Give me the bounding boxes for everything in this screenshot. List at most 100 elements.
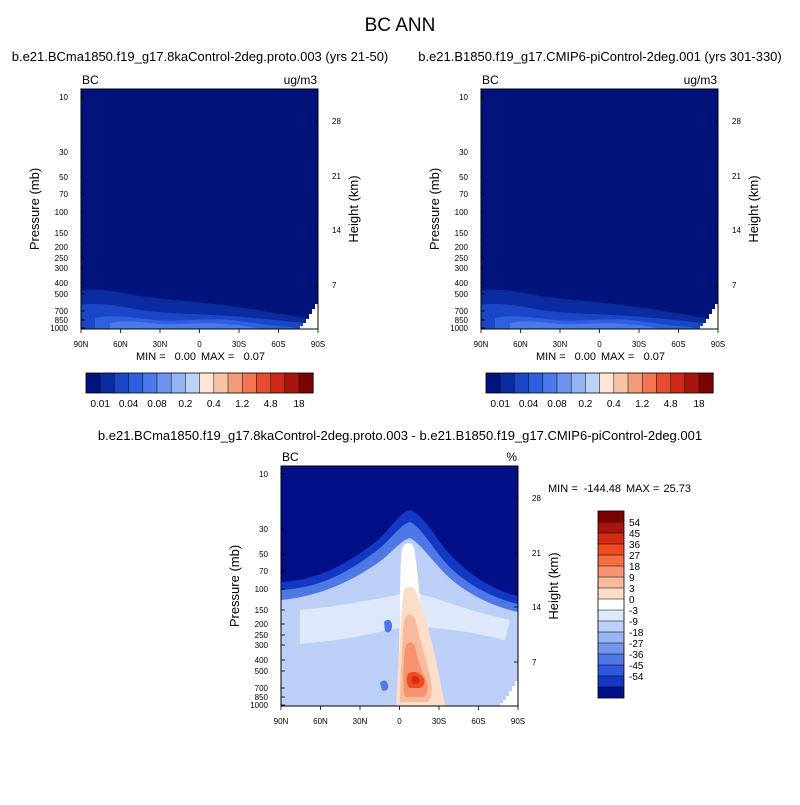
height-tick-label: 28 xyxy=(332,117,341,126)
panel-left-y-tick-labels: 10 30 50 70 100 150 200 250 300 400 500 … xyxy=(50,93,68,333)
figure-title: BC ANN xyxy=(365,15,436,36)
panel-diff-missing-data-region xyxy=(500,681,518,706)
colorbar-label: -27 xyxy=(629,639,644,650)
y-tick-label: 300 xyxy=(255,641,269,650)
colorbar-swatch xyxy=(598,566,624,577)
y-tick-label: 10 xyxy=(59,93,68,102)
x-tick-label: 30N xyxy=(153,340,168,349)
colorbar-swatch xyxy=(598,676,624,687)
panel-diff-y-axis-label: Pressure (mb) xyxy=(227,545,242,627)
y-tick-label: 150 xyxy=(55,229,69,238)
y-tick-label: 300 xyxy=(455,264,469,273)
x-tick-label: 90N xyxy=(474,340,489,349)
colorbar-label: 27 xyxy=(629,551,641,562)
min-value: 0.00 xyxy=(175,351,196,363)
colorbar-swatch xyxy=(598,599,624,610)
y-tick-label: 400 xyxy=(55,279,69,288)
max-value: 25.73 xyxy=(663,483,691,495)
x-tick-label: 30S xyxy=(632,340,646,349)
y-tick-label: 400 xyxy=(455,279,469,288)
panel-diff-colorbar: 54 45 36 27 18 9 3 0 -3 -9 -18 -27 -36 -… xyxy=(597,510,644,699)
colorbar-label: 0.04 xyxy=(519,399,539,410)
colorbar-swatch xyxy=(157,373,172,393)
colorbar-swatch xyxy=(199,373,214,393)
max-label: MAX = xyxy=(601,351,634,363)
y-tick-label: 1000 xyxy=(250,701,268,710)
colorbar-label: 18 xyxy=(693,399,705,410)
colorbar-swatch xyxy=(598,555,624,566)
colorbar-swatch xyxy=(598,588,624,599)
y-tick-label: 30 xyxy=(259,525,268,534)
colorbar-swatch xyxy=(142,373,157,393)
colorbar-label: -9 xyxy=(629,617,638,628)
colorbar-swatch xyxy=(599,373,614,393)
panel-left-ticks xyxy=(80,96,319,333)
panel-right-contour-level-4 xyxy=(510,321,662,329)
height-tick-label: 21 xyxy=(532,549,541,558)
panel-diff-ticks xyxy=(280,473,519,710)
y-tick-label: 50 xyxy=(459,173,468,182)
colorbar-swatch xyxy=(670,373,685,393)
panel-right-height-tick-labels: 28 21 14 7 xyxy=(732,117,741,290)
panel-right-y-tick-labels: 10 30 50 70 100 150 200 250 300 400 500 … xyxy=(450,93,468,333)
y-tick-label: 70 xyxy=(259,567,268,576)
y-tick-label: 100 xyxy=(455,208,469,217)
panel-diff-contour-negative-patch-north xyxy=(384,619,392,633)
colorbar-swatch xyxy=(585,373,600,393)
height-tick-label: 21 xyxy=(732,172,741,181)
x-tick-label: 60N xyxy=(313,717,328,726)
y-tick-label: 200 xyxy=(455,243,469,252)
panel-diff-colorbar-swatches xyxy=(598,511,624,698)
colorbar-swatch xyxy=(571,373,586,393)
panel-left-missing-data-region xyxy=(300,304,318,329)
colorbar-swatch xyxy=(514,373,529,393)
y-tick-label: 150 xyxy=(255,606,269,615)
colorbar-swatch xyxy=(598,665,624,676)
panel-right-colorbar-dividers xyxy=(499,373,700,393)
y-tick-label: 30 xyxy=(59,148,68,157)
colorbar-swatch xyxy=(86,373,101,393)
y-tick-label: 50 xyxy=(59,173,68,182)
colorbar-swatch xyxy=(128,373,143,393)
colorbar-label: 3 xyxy=(629,584,635,595)
colorbar-swatch xyxy=(598,632,624,643)
min-value: 0.00 xyxy=(575,351,596,363)
colorbar-swatch xyxy=(557,373,572,393)
colorbar-label: 1.2 xyxy=(235,399,249,410)
colorbar-label: -45 xyxy=(629,661,644,672)
panel-left-colorbar-frame xyxy=(85,372,314,394)
x-tick-label: 30S xyxy=(232,340,246,349)
panel-left-colorbar-swatches xyxy=(86,373,314,393)
y-tick-label: 70 xyxy=(459,190,468,199)
panel-left-y-axis-label: Pressure (mb) xyxy=(27,168,42,250)
colorbar-swatch xyxy=(228,373,243,393)
colorbar-label: 1.2 xyxy=(635,399,649,410)
panel-right-missing-data-region xyxy=(700,304,718,329)
panel-right-variable-label: BC xyxy=(482,73,499,87)
colorbar-swatch xyxy=(542,373,557,393)
y-tick-label: 400 xyxy=(255,656,269,665)
colorbar-swatch xyxy=(598,610,624,621)
panel-left-height-tick-labels: 28 21 14 7 xyxy=(332,117,341,290)
height-tick-label: 28 xyxy=(732,117,741,126)
colorbar-swatch xyxy=(642,373,657,393)
x-tick-label: 60N xyxy=(513,340,528,349)
panel-right-units-label: ug/m3 xyxy=(684,73,718,87)
panel-diff-variable-label: BC xyxy=(282,450,299,464)
panel-right-x-tick-labels: 90N 60N 30N 0 30S 60S 90S xyxy=(474,340,725,349)
x-tick-label: 90S xyxy=(311,340,325,349)
panel-diff-height-tick-labels: 28 21 14 7 xyxy=(532,494,541,667)
y-tick-label: 70 xyxy=(59,190,68,199)
x-tick-label: 60S xyxy=(271,340,285,349)
x-tick-label: 0 xyxy=(197,340,202,349)
panel-right-height-axis-label: Height (km) xyxy=(746,175,761,242)
x-tick-label: 60S xyxy=(671,340,685,349)
x-tick-label: 90N xyxy=(274,717,289,726)
panel-left-colorbar: 0.01 0.04 0.08 0.2 0.4 1.2 4.8 18 xyxy=(85,372,314,410)
panel-left-colorbar-dividers xyxy=(99,373,300,393)
height-tick-label: 14 xyxy=(732,226,741,235)
y-tick-label: 1000 xyxy=(450,324,468,333)
panel-left-contour-field xyxy=(81,89,318,329)
y-tick-label: 100 xyxy=(255,585,269,594)
colorbar-label: 0.4 xyxy=(607,399,621,410)
